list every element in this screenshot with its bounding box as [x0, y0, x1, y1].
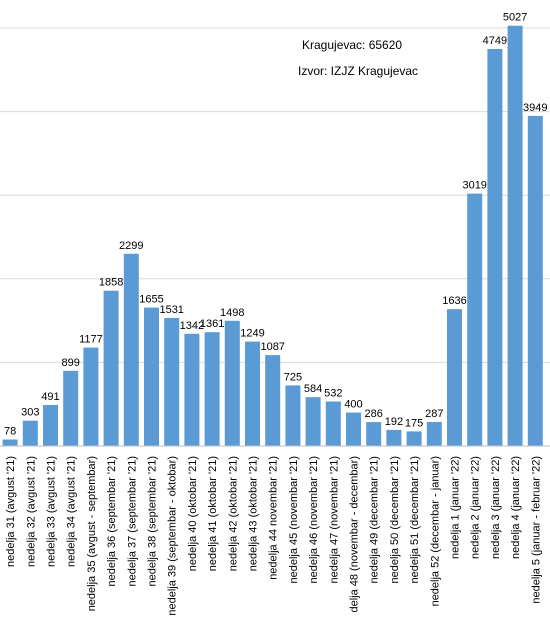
x-tick-label: nedelja 44 novembar '21)	[268, 456, 280, 580]
x-tick-label: nedelja 31 (avgust '21)	[5, 456, 17, 567]
x-tick-label: nedelja 49 (decembar '21)	[369, 456, 381, 583]
x-tick-label: nedelja 46 (novembar '21)	[308, 456, 320, 583]
data-label: 1531	[159, 304, 183, 316]
bar	[386, 429, 402, 446]
x-tick-label: nedelja 50 (decembar '21)	[389, 456, 401, 583]
bar	[184, 333, 200, 446]
bar	[43, 405, 58, 446]
source-annotation: Izvor: IZJZ Kragujevac	[298, 64, 419, 78]
population-annotation: Kragujevac: 65620	[302, 38, 403, 52]
data-label: 1249	[240, 328, 264, 340]
data-label: 1361	[200, 318, 224, 330]
x-tick-label: delja 48 (novembar - decembar)	[349, 456, 361, 613]
bar	[245, 341, 260, 446]
x-tick-label: nedelja 40 (oktobar '21)	[187, 456, 199, 571]
data-label: 192	[385, 416, 403, 428]
bar	[2, 439, 18, 446]
x-tick-label: nedelja 34 (avgust '21)	[66, 456, 78, 567]
bar	[83, 347, 99, 446]
data-label: 5027	[503, 12, 527, 24]
data-label: 532	[324, 388, 342, 400]
data-label: 303	[21, 407, 39, 419]
data-label: 4749	[483, 35, 507, 47]
x-tick-label: nedelja 2 (januar '22)	[470, 456, 482, 559]
bar	[164, 318, 180, 446]
data-label: 286	[365, 408, 383, 420]
x-tick-label: nedelja 1 (januar '22)	[450, 456, 462, 559]
x-tick-label: nedelja 37 (septembar '21)	[126, 456, 138, 587]
x-tick-label: nedelja 47 (novembar '21)	[328, 456, 340, 583]
bar	[325, 401, 341, 446]
data-label: 899	[62, 357, 80, 369]
data-labels: 7830349189911771858229916551531134213611…	[4, 12, 548, 438]
bar	[144, 307, 159, 446]
bar	[22, 420, 38, 446]
bar	[123, 253, 139, 446]
x-tick-label: nedelja 43 (oktobar '21)	[248, 456, 260, 571]
bar	[487, 49, 503, 446]
data-label: 78	[4, 426, 16, 438]
x-tick-label: nedelja 45 (novembar '21)	[288, 456, 300, 583]
data-label: 3949	[523, 102, 547, 114]
x-tick-label: nedelja 5 (januar - februar '22)	[530, 456, 542, 604]
x-tick-label: nedelja 38 (septembar '21)	[147, 456, 159, 587]
data-label: 1858	[99, 277, 123, 289]
x-tick-label: nedelja 35 (avgust - septembar)	[86, 456, 98, 611]
x-tick-labels: nedelja 31 (avgust '21) nedelja 32 (avgus…	[5, 456, 542, 616]
data-label: 3019	[462, 180, 486, 192]
bars	[2, 25, 543, 447]
data-label: 175	[405, 417, 423, 429]
bar	[103, 290, 119, 446]
data-label: 1655	[139, 294, 163, 306]
bar	[204, 332, 220, 446]
data-label: 1636	[442, 295, 466, 307]
bar	[305, 397, 321, 446]
bar	[447, 309, 462, 446]
bar	[346, 412, 361, 446]
bar	[527, 115, 543, 447]
bar	[265, 355, 281, 446]
x-tick-label: nedelja 3 (januar '22)	[490, 456, 502, 559]
data-label: 400	[344, 399, 362, 411]
data-label: 491	[41, 391, 59, 403]
x-tick-label: nedelja 51 (decembar '21)	[409, 456, 421, 583]
x-tick-label: nedelja 41 (oktobar '21)	[207, 456, 219, 571]
x-tick-label: nedelja 36 (septembar '21)	[106, 456, 118, 587]
x-tick-label: nedelja 33 (avgust '21)	[46, 456, 58, 567]
data-label: 1342	[180, 320, 204, 332]
x-tick-label: nedelja 42 (oktobar '21)	[227, 456, 239, 571]
bar	[366, 422, 382, 446]
bar	[224, 320, 240, 446]
bar	[507, 25, 523, 446]
bar	[406, 431, 422, 446]
data-label: 287	[425, 408, 443, 420]
bar	[285, 385, 301, 446]
data-label: 1087	[260, 341, 284, 353]
data-label: 2299	[119, 240, 143, 252]
data-label: 584	[304, 383, 322, 395]
bar	[467, 193, 483, 446]
x-tick-label: nedelja 32 (avgust '21)	[25, 456, 37, 567]
data-label: 725	[284, 371, 302, 383]
bar	[426, 422, 442, 446]
data-label: 1177	[79, 334, 103, 346]
x-tick-label: nedelja 4 (januar '22)	[510, 456, 522, 559]
x-tick-label: nedelja 39 (septembar - oktobar)	[167, 456, 179, 616]
data-label: 1498	[220, 307, 244, 319]
x-tick-label: nedelja 52 (decembar - januar)	[429, 456, 441, 606]
bar	[63, 370, 79, 446]
